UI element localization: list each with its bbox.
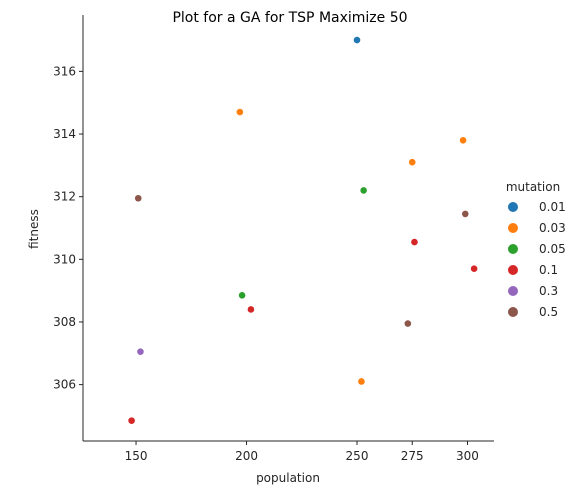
x-tick-label: 200 xyxy=(235,449,258,463)
x-tick-label: 150 xyxy=(125,449,148,463)
data-point xyxy=(360,187,367,194)
data-point xyxy=(411,238,418,246)
legend-marker xyxy=(508,244,518,254)
data-point xyxy=(128,417,135,424)
data-point xyxy=(236,108,244,116)
legend-label: 0.01 xyxy=(539,200,566,214)
x-ticks: 150 200 250 275 300 xyxy=(125,441,479,463)
legend-marker xyxy=(508,223,518,233)
y-tick-label: 310 xyxy=(53,252,76,266)
data-point xyxy=(358,378,365,385)
y-ticks: 306 308 310 312 314 316 xyxy=(53,64,83,392)
data-point xyxy=(134,194,142,202)
data-point xyxy=(247,306,255,313)
legend-marker xyxy=(508,307,518,317)
data-point xyxy=(404,320,412,327)
y-tick-label: 314 xyxy=(53,127,76,141)
legend-marker xyxy=(508,286,518,296)
data-point xyxy=(461,210,469,218)
y-tick-label: 312 xyxy=(53,190,76,204)
y-axis-label: fitness xyxy=(27,209,41,249)
legend-label: 0.1 xyxy=(539,263,558,277)
legend-entries: 0.01 0.03 0.05 0.1 0.3 0.5 xyxy=(508,200,566,319)
legend-label: 0.05 xyxy=(539,242,566,256)
x-tick-label: 250 xyxy=(346,449,369,463)
data-point xyxy=(137,348,144,356)
y-tick-label: 308 xyxy=(53,315,76,329)
chart-title: Plot for a GA for TSP Maximize 50 xyxy=(172,10,407,26)
y-tick-label: 316 xyxy=(53,64,76,78)
legend-title: mutation xyxy=(506,180,560,194)
legend-label: 0.03 xyxy=(539,221,566,235)
data-point xyxy=(459,136,467,144)
data-points xyxy=(128,36,478,424)
legend-label: 0.3 xyxy=(539,284,558,298)
y-tick-label: 306 xyxy=(53,378,76,392)
legend: mutation 0.01 0.03 0.05 0.1 0.3 0.5 xyxy=(506,180,566,319)
x-tick-label: 300 xyxy=(456,449,479,463)
plot-area: 150 200 250 275 300 306 308 310 312 314 316 xyxy=(53,15,494,463)
x-axis-label: population xyxy=(256,471,320,485)
legend-label: 0.5 xyxy=(539,305,558,319)
data-point xyxy=(238,292,246,299)
x-tick-label: 275 xyxy=(401,449,424,463)
data-point xyxy=(408,158,416,166)
data-point xyxy=(353,36,361,44)
data-point xyxy=(470,265,478,273)
legend-marker xyxy=(508,265,518,275)
legend-marker xyxy=(508,202,518,212)
